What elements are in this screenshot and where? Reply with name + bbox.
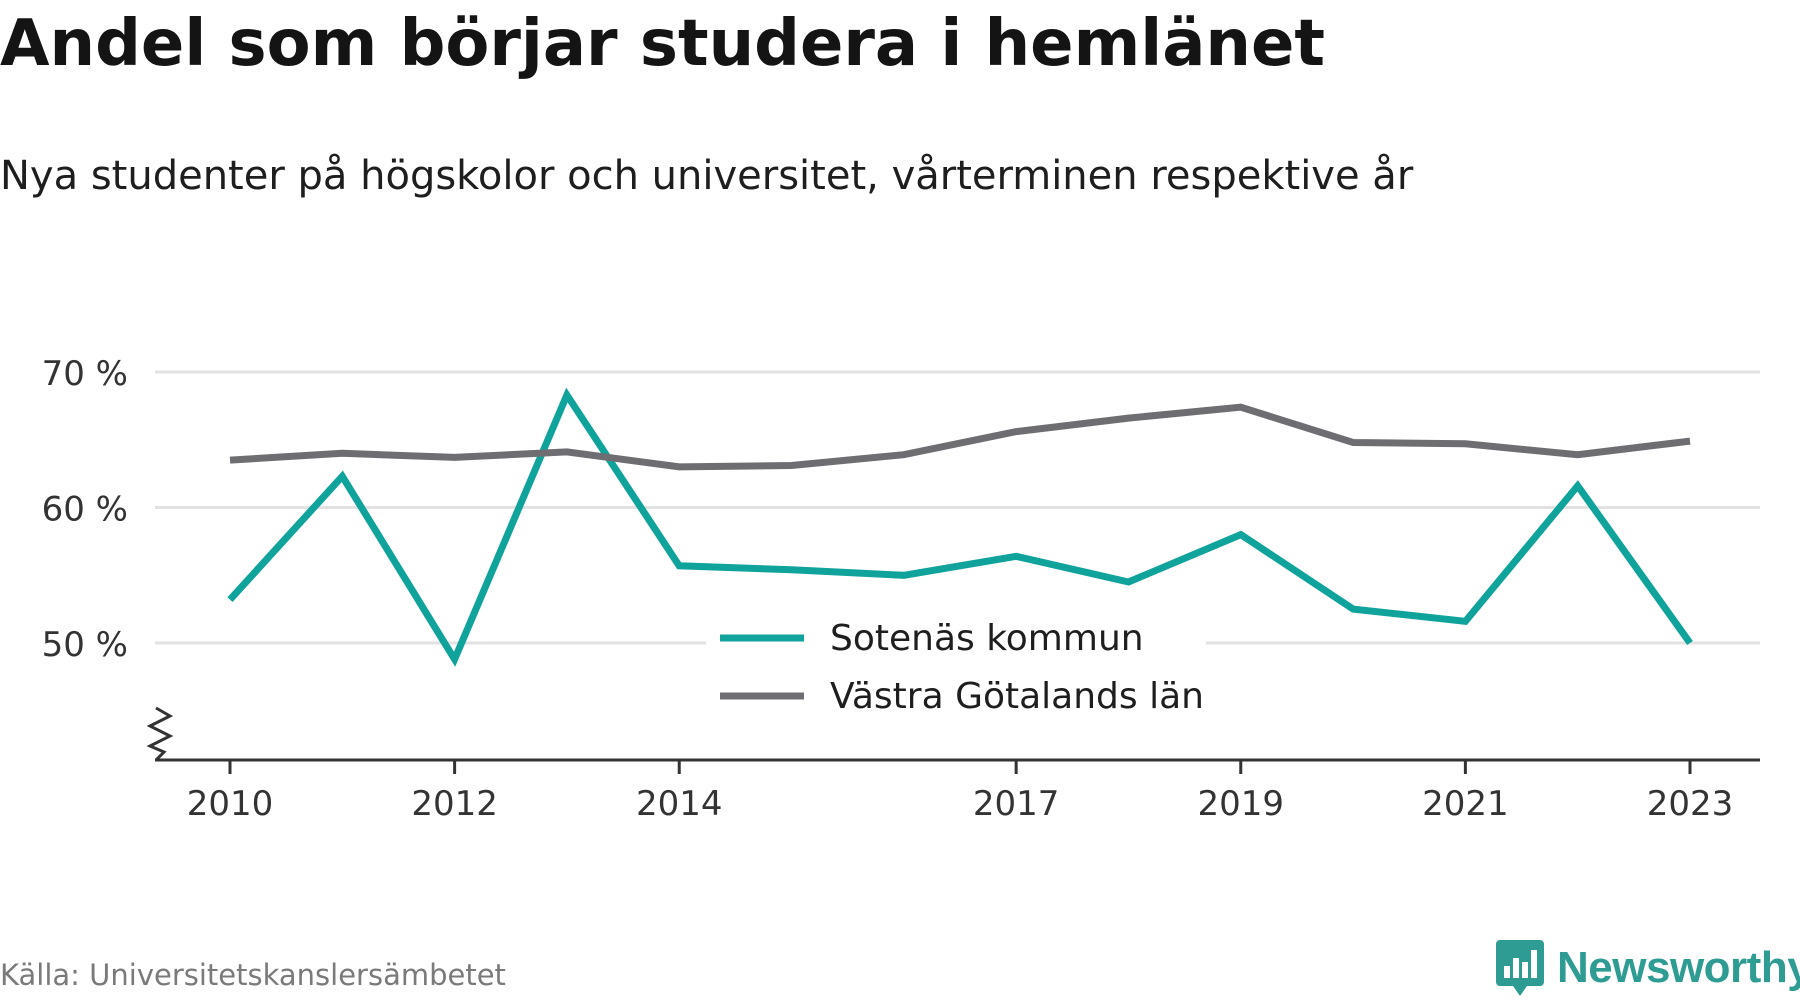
legend-label: Sotenäs kommun	[830, 618, 1144, 659]
x-tick-label: 2017	[973, 784, 1060, 824]
chart-subtitle: Nya studenter på högskolor och universit…	[0, 153, 1414, 199]
source-note: Källa: Universitetskanslersämbetet	[0, 958, 506, 992]
y-tick-label: 60 %	[42, 490, 128, 530]
legend-background	[706, 604, 1206, 728]
newsworthy-logo-icon	[1496, 940, 1544, 996]
brand-logo[interactable]: Newsworthy	[1495, 936, 1800, 1000]
chart-title: Andel som börjar studera i hemlänet	[0, 7, 1325, 81]
x-tick-label: 2012	[411, 784, 498, 824]
legend-label: Västra Götalands län	[830, 676, 1204, 717]
x-tick-label: 2023	[1647, 784, 1734, 824]
y-tick-label: 50 %	[42, 625, 128, 665]
x-tick-label: 2014	[636, 784, 723, 824]
x-tick-label: 2010	[187, 784, 274, 824]
series-line-1	[227, 387, 1693, 667]
x-tick-label: 2021	[1422, 784, 1509, 824]
y-axis-break-icon	[146, 706, 174, 762]
brand-name: Newsworthy	[1557, 943, 1800, 992]
series-line-2	[229, 403, 1691, 471]
y-tick-label: 70 %	[42, 354, 128, 394]
x-tick-label: 2019	[1198, 784, 1285, 824]
